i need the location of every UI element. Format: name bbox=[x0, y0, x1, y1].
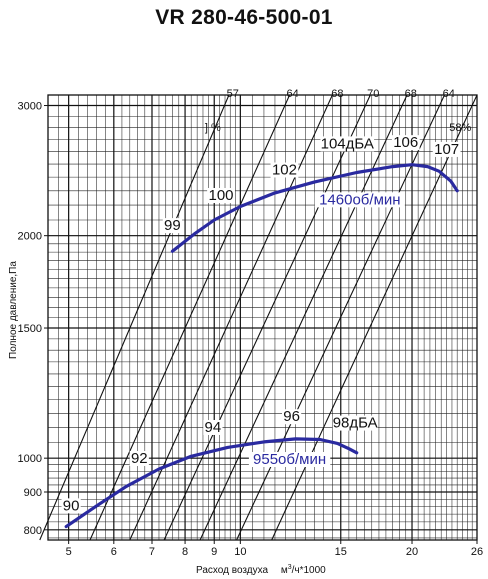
noise-label-bg bbox=[61, 498, 81, 514]
speed-label-bg bbox=[314, 192, 405, 208]
noise-level-label: 98дБА bbox=[333, 415, 378, 432]
x-axis-label: Расход воздуха м3/ч*1000 bbox=[196, 564, 326, 576]
speed-label: 955об/мин bbox=[253, 451, 326, 468]
noise-label-bg bbox=[391, 135, 420, 151]
system-line bbox=[163, 94, 371, 541]
noise-level-label: 99 bbox=[164, 217, 181, 234]
y-tick-label: 1000 bbox=[18, 453, 42, 465]
efficiency-label: 70 bbox=[367, 88, 379, 100]
y-tick-label: 900 bbox=[24, 487, 42, 499]
noise-level-label: 92 bbox=[131, 450, 148, 467]
speed-label: 1460об/мин bbox=[319, 191, 400, 208]
y-tick-label: 3000 bbox=[18, 101, 42, 113]
noise-level-label: 106 bbox=[393, 134, 418, 151]
x-tick-label: 9 bbox=[211, 546, 217, 558]
noise-label-bg bbox=[332, 415, 378, 431]
speed-curves bbox=[64, 163, 459, 529]
chart-title: VR 280-46-500-01 bbox=[155, 6, 333, 29]
x-tick-label: 26 bbox=[471, 546, 483, 558]
speed-curve-line bbox=[170, 163, 459, 253]
x-tick-label: 7 bbox=[149, 546, 155, 558]
x-axis-unit-rest: /ч*1000 bbox=[292, 565, 327, 576]
axis-ticks: 5 6 7 8 9 10 15 20 26 800 900 1000 1500 2000 3000 bbox=[18, 101, 484, 558]
x-axis-unit-sup: 3 bbox=[288, 564, 292, 571]
minor-gridlines bbox=[48, 95, 477, 540]
noise-label-bg bbox=[432, 141, 461, 157]
noise-level-label: 96 bbox=[283, 408, 300, 425]
noise-level-label: 94 bbox=[205, 419, 222, 436]
y-tick-label: 2000 bbox=[18, 231, 42, 243]
speed-curve-line bbox=[64, 437, 359, 529]
noise-label-bg bbox=[203, 419, 223, 435]
x-tick-label: 10 bbox=[234, 546, 246, 558]
efficiency-label: 58% bbox=[449, 122, 471, 134]
speed-label-bg bbox=[248, 452, 331, 468]
efficiency-label: ] % bbox=[205, 122, 221, 134]
y-axis-label: Полное давление,Па bbox=[8, 261, 19, 359]
efficiency-label: 64 bbox=[443, 88, 455, 100]
x-axis-label-text: Расход воздуха bbox=[196, 565, 268, 576]
noise-label-bg bbox=[207, 188, 235, 204]
x-tick-label: 6 bbox=[111, 546, 117, 558]
system-lines bbox=[39, 94, 478, 541]
system-line bbox=[39, 94, 230, 541]
noise-label-bg bbox=[129, 451, 149, 467]
chart-labels: ] % 57 64 68 70 68 64 58% 90 92 94 96 98дБА 99 100 102 1… bbox=[61, 88, 471, 514]
noise-level-label: 102 bbox=[272, 161, 297, 178]
y-tick-label: 800 bbox=[24, 525, 42, 537]
noise-label-bg bbox=[162, 218, 182, 234]
efficiency-label: 64 bbox=[286, 88, 298, 100]
noise-label-bg bbox=[320, 136, 375, 152]
x-axis-unit: м bbox=[281, 565, 288, 576]
efficiency-label: 68 bbox=[405, 88, 417, 100]
plot-frame bbox=[47, 94, 478, 541]
noise-level-label: 104дБА bbox=[321, 135, 374, 152]
y-tick-label: 1500 bbox=[18, 323, 42, 335]
noise-level-label: 107 bbox=[434, 141, 459, 158]
noise-label-bg bbox=[282, 409, 302, 425]
x-tick-label: 15 bbox=[335, 546, 347, 558]
x-tick-label: 5 bbox=[66, 546, 72, 558]
noise-level-label: 100 bbox=[209, 187, 234, 204]
noise-level-label: 90 bbox=[63, 497, 80, 514]
x-tick-label: 8 bbox=[182, 546, 188, 558]
noise-label-bg bbox=[270, 162, 299, 178]
system-line bbox=[89, 94, 291, 541]
x-tick-label: 20 bbox=[406, 546, 418, 558]
efficiency-label: 57 bbox=[227, 88, 239, 100]
efficiency-label: 68 bbox=[331, 88, 343, 100]
